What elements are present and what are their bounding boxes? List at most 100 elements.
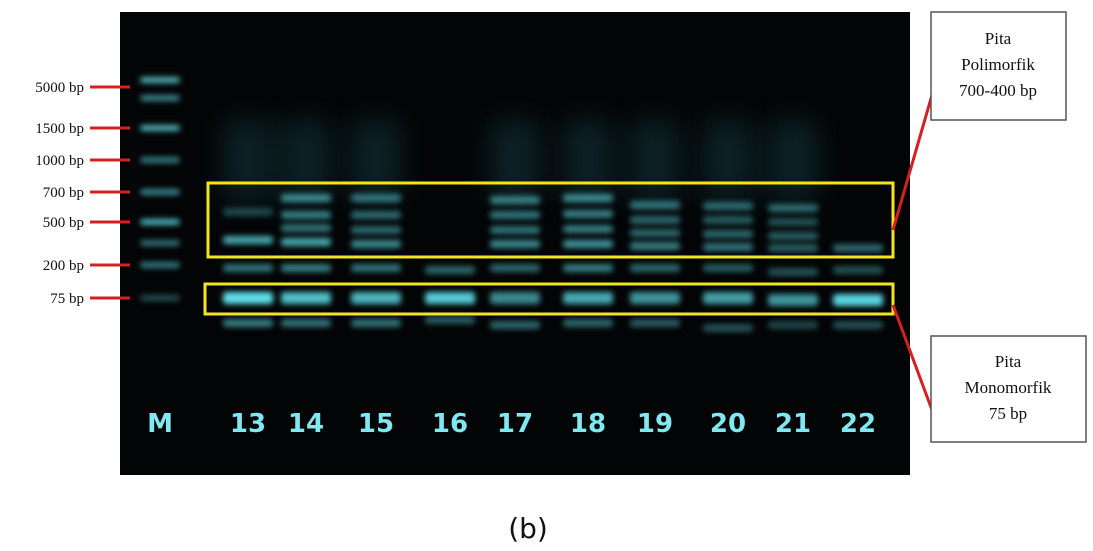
- band: [563, 264, 613, 272]
- caption: (b): [508, 512, 548, 545]
- band: [630, 292, 680, 304]
- band: [140, 125, 180, 131]
- smear: [768, 120, 818, 200]
- marker-label: 75 bp: [50, 291, 84, 307]
- band: [140, 295, 180, 301]
- band: [223, 236, 273, 244]
- band: [768, 294, 818, 306]
- lane-label: 19: [637, 409, 673, 439]
- lane-label: 16: [432, 409, 468, 439]
- band: [490, 264, 540, 272]
- band: [833, 294, 883, 306]
- band: [490, 292, 540, 304]
- marker-label: 200 bp: [43, 258, 84, 274]
- polymorphic-box: [206, 181, 895, 259]
- lane-label: 14: [288, 409, 324, 439]
- band: [490, 196, 540, 204]
- band: [140, 95, 180, 101]
- band: [768, 244, 818, 252]
- band: [490, 226, 540, 234]
- lane-label: 18: [570, 409, 606, 439]
- band: [490, 211, 540, 219]
- callout-text: Polimorfik: [961, 55, 1035, 74]
- band: [563, 292, 613, 304]
- band: [703, 230, 753, 238]
- band: [223, 264, 273, 272]
- band: [630, 229, 680, 237]
- band: [630, 242, 680, 250]
- lane-label: 15: [358, 409, 394, 439]
- band: [703, 264, 753, 272]
- lane-label: 22: [840, 409, 876, 439]
- band: [351, 264, 401, 272]
- band: [281, 194, 331, 202]
- callout-box: [930, 11, 1067, 121]
- band: [281, 224, 331, 232]
- band: [768, 232, 818, 240]
- band: [140, 219, 180, 225]
- smear: [351, 120, 401, 200]
- smear: [490, 120, 540, 200]
- band: [351, 319, 401, 327]
- callout-line: [891, 304, 934, 411]
- band: [703, 324, 753, 332]
- band: [703, 292, 753, 304]
- callout-text: 75 bp: [989, 404, 1027, 423]
- band: [425, 292, 475, 304]
- lane-label: 21: [775, 409, 811, 439]
- band: [703, 202, 753, 210]
- lane-label: 20: [710, 409, 746, 439]
- callout-text: 700-400 bp: [959, 81, 1037, 100]
- callout-text: Pita: [995, 352, 1022, 371]
- band: [630, 319, 680, 327]
- lane-label: 13: [230, 409, 266, 439]
- band: [630, 201, 680, 209]
- smear: [223, 120, 273, 200]
- band: [140, 189, 180, 195]
- band: [768, 268, 818, 276]
- band: [425, 316, 475, 324]
- monomorphic-box: [203, 282, 895, 316]
- callout-line: [891, 94, 934, 231]
- lane-label: M: [147, 409, 173, 439]
- marker-label: 1000 bp: [35, 153, 84, 169]
- band: [351, 211, 401, 219]
- marker-label: 500 bp: [43, 215, 84, 231]
- marker-label: 1500 bp: [35, 121, 84, 137]
- band: [490, 240, 540, 248]
- band: [425, 266, 475, 274]
- band: [140, 240, 180, 246]
- lane-label: 17: [497, 409, 533, 439]
- band: [281, 292, 331, 304]
- callout-text: Pita: [985, 29, 1012, 48]
- band: [223, 292, 273, 304]
- band: [768, 321, 818, 329]
- band: [833, 266, 883, 274]
- smear: [703, 120, 753, 200]
- band: [223, 208, 273, 216]
- band: [833, 244, 883, 252]
- band: [563, 225, 613, 233]
- band: [351, 292, 401, 304]
- band: [563, 319, 613, 327]
- band: [630, 216, 680, 224]
- bands: [140, 77, 883, 332]
- band: [768, 204, 818, 212]
- callout-text: Monomorfik: [965, 378, 1052, 397]
- band: [281, 264, 331, 272]
- band: [351, 194, 401, 202]
- band: [140, 157, 180, 163]
- band: [703, 243, 753, 251]
- band: [833, 321, 883, 329]
- band: [281, 238, 331, 246]
- band: [563, 240, 613, 248]
- band: [563, 210, 613, 218]
- band: [490, 321, 540, 329]
- band: [351, 240, 401, 248]
- band: [563, 194, 613, 202]
- band: [768, 218, 818, 226]
- smear: [630, 120, 680, 200]
- band: [140, 262, 180, 268]
- band: [223, 319, 273, 327]
